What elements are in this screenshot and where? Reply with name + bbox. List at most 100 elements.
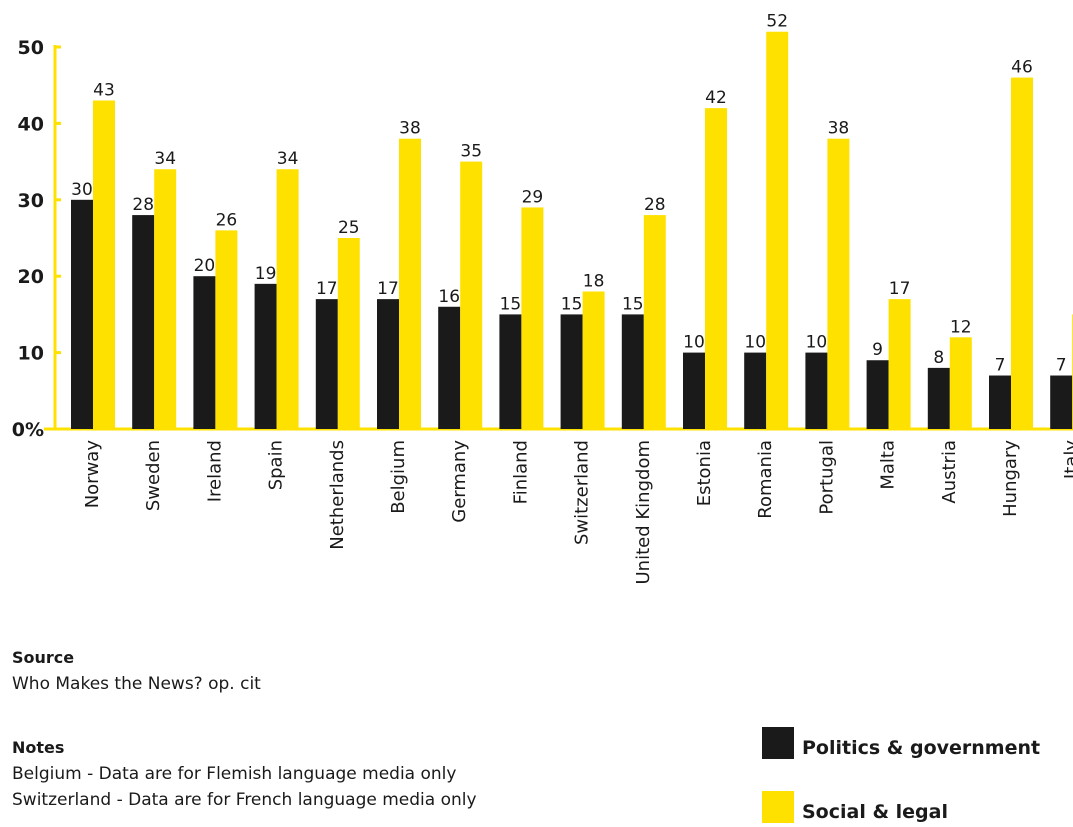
value-label-social: 38 [828,119,850,139]
x-tick-label: Switzerland [572,440,593,545]
bar-politics [499,314,522,429]
x-tick-label: United Kingdom [633,440,654,584]
value-label-social: 17 [889,279,911,299]
x-tick-label: Estonia [694,440,715,506]
bar-social [766,31,789,429]
bar-politics [377,299,399,429]
x-tick-label: Netherlands [327,440,348,550]
x-tick-label: Romania [755,440,776,519]
x-tick-label: Ireland [204,440,225,502]
value-labels: 3043283420261934172517381635152915181528… [71,12,1067,376]
x-tick-label: Malta [878,440,899,490]
x-axis-labels: Norway Sweden Ireland Spain Netherlands Belgi… [82,440,1073,585]
value-label-politics: 16 [438,287,460,307]
legend-swatch-social [762,791,794,823]
x-tick-label: Finland [510,440,531,504]
notes-heading: Notes [12,738,65,757]
value-label-social: 46 [1011,58,1033,78]
y-tick-label: 30 [18,190,44,212]
value-label-politics: 20 [194,256,216,276]
value-label-politics: 7 [1056,356,1067,376]
y-tick-label: 10 [18,343,44,365]
bar-chart: 0% 10 20 30 40 50 30 43 28 34 20 26 19 34 17 25 17 38 16 3… [12,12,1073,585]
bar-social [93,100,115,429]
source-heading: Source [12,648,75,667]
value-label-social: 34 [277,149,299,169]
value-label-politics: 17 [377,279,399,299]
value-label-social: 28 [644,195,666,215]
bar-politics [254,283,277,429]
bar-politics [989,375,1011,429]
bar-social [215,230,238,429]
y-tick-label: 20 [18,266,44,288]
value-label-social: 35 [460,142,482,162]
source-block: Source Who Makes the News? op. cit [12,645,261,697]
bar-social [949,337,972,429]
value-label-social: 29 [522,187,544,207]
value-label-politics: 9 [872,340,883,360]
bar-social [521,207,544,429]
bar-social [337,238,360,429]
value-label-social: 26 [216,210,238,230]
bar-politics [621,314,644,429]
bar-social [460,161,483,429]
bar-politics [438,306,461,429]
y-tick-label: 50 [18,37,44,59]
value-label-social: 38 [399,119,421,139]
bar-politics [866,360,889,429]
value-label-social: 42 [705,88,727,108]
legend-label-politics: Politics & government [802,737,1041,759]
value-label-politics: 7 [995,356,1006,376]
value-label-politics: 15 [561,294,583,314]
bars [71,31,1073,430]
value-label-politics: 30 [71,180,93,200]
x-tick-label: Austria [939,440,960,504]
legend-swatch-politics [762,727,794,759]
value-label-politics: 10 [806,333,828,353]
value-label-politics: 19 [255,264,277,284]
bar-social [1011,77,1033,429]
value-label-social: 34 [154,149,176,169]
x-tick-label: Sweden [143,440,164,511]
value-label-politics: 8 [933,348,944,368]
value-label-politics: 15 [622,294,644,314]
value-label-social: 43 [93,80,115,100]
y-tick-label: 0% [12,419,44,441]
bar-social [827,138,850,429]
x-tick-label: Portugal [816,440,837,515]
bar-politics [927,367,950,429]
value-label-social: 12 [950,317,972,337]
bar-politics [1050,375,1073,429]
bar-social [154,169,177,430]
note-switzerland: Switzerland - Data are for French langua… [12,790,477,810]
value-label-social: 18 [583,271,605,291]
source-text: Who Makes the News? op. cit [12,674,261,694]
bar-politics [193,276,216,429]
value-label-politics: 15 [500,294,522,314]
x-tick-label: Spain [266,440,287,490]
bar-social [643,215,666,429]
y-tick-label: 40 [18,113,44,135]
value-label-politics: 17 [316,279,338,299]
value-label-politics: 10 [744,333,766,353]
bar-politics [560,314,583,429]
x-tick-label: Italy [1061,440,1073,479]
bar-social [276,169,299,430]
bar-politics [71,199,93,429]
value-label-social: 25 [338,218,360,238]
bar-social [705,108,727,430]
bar-politics [805,352,828,429]
notes-block: Notes Belgium - Data are for Flemish lan… [12,735,477,813]
bar-politics [683,352,705,429]
bar-social [582,291,605,429]
bar-social [888,299,911,429]
bar-politics [744,352,767,429]
value-label-social: 52 [766,12,788,32]
bar-social [399,138,421,429]
bar-politics [315,299,338,429]
x-tick-label: Belgium [388,440,409,514]
x-tick-label: Hungary [1000,440,1021,517]
value-label-politics: 10 [683,333,705,353]
legend-label-social: Social & legal [802,801,948,823]
value-label-politics: 28 [132,195,154,215]
